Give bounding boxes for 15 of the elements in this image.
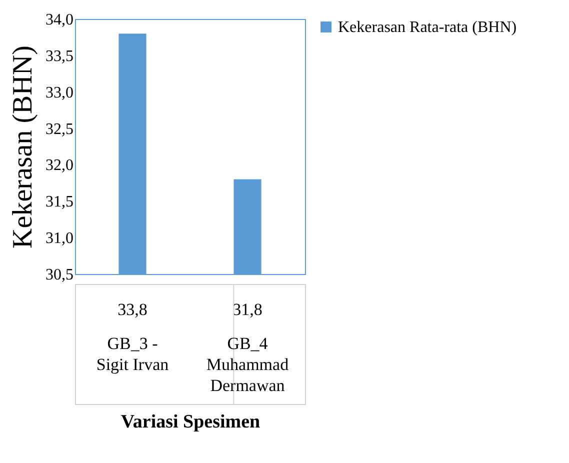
legend-label: Kekerasan Rata-rata (BHN) <box>338 19 517 36</box>
y-tick-label: 33,0 <box>46 84 74 102</box>
y-tick-label: 32,5 <box>46 120 74 138</box>
x-axis-title: Variasi Spesimen <box>120 412 261 432</box>
data-label: 33,8 <box>118 300 148 319</box>
x-tick-label: GB_3 - Sigit Irvan <box>96 334 170 374</box>
y-axis-title: Kekerasan (BHN) <box>8 46 38 248</box>
y-tick-label: 30,5 <box>46 266 74 284</box>
y-tick-label: 34,0 <box>46 12 74 28</box>
x-tick-label: GB_4 Muhammad Dermawan <box>206 334 290 395</box>
y-tick-label: 31,5 <box>46 194 74 211</box>
y-tick-label: 32,0 <box>46 157 74 174</box>
data-label: 31,8 <box>232 300 262 319</box>
y-tick-label: 33,5 <box>46 48 74 65</box>
y-tick-label: 31,0 <box>46 230 74 248</box>
